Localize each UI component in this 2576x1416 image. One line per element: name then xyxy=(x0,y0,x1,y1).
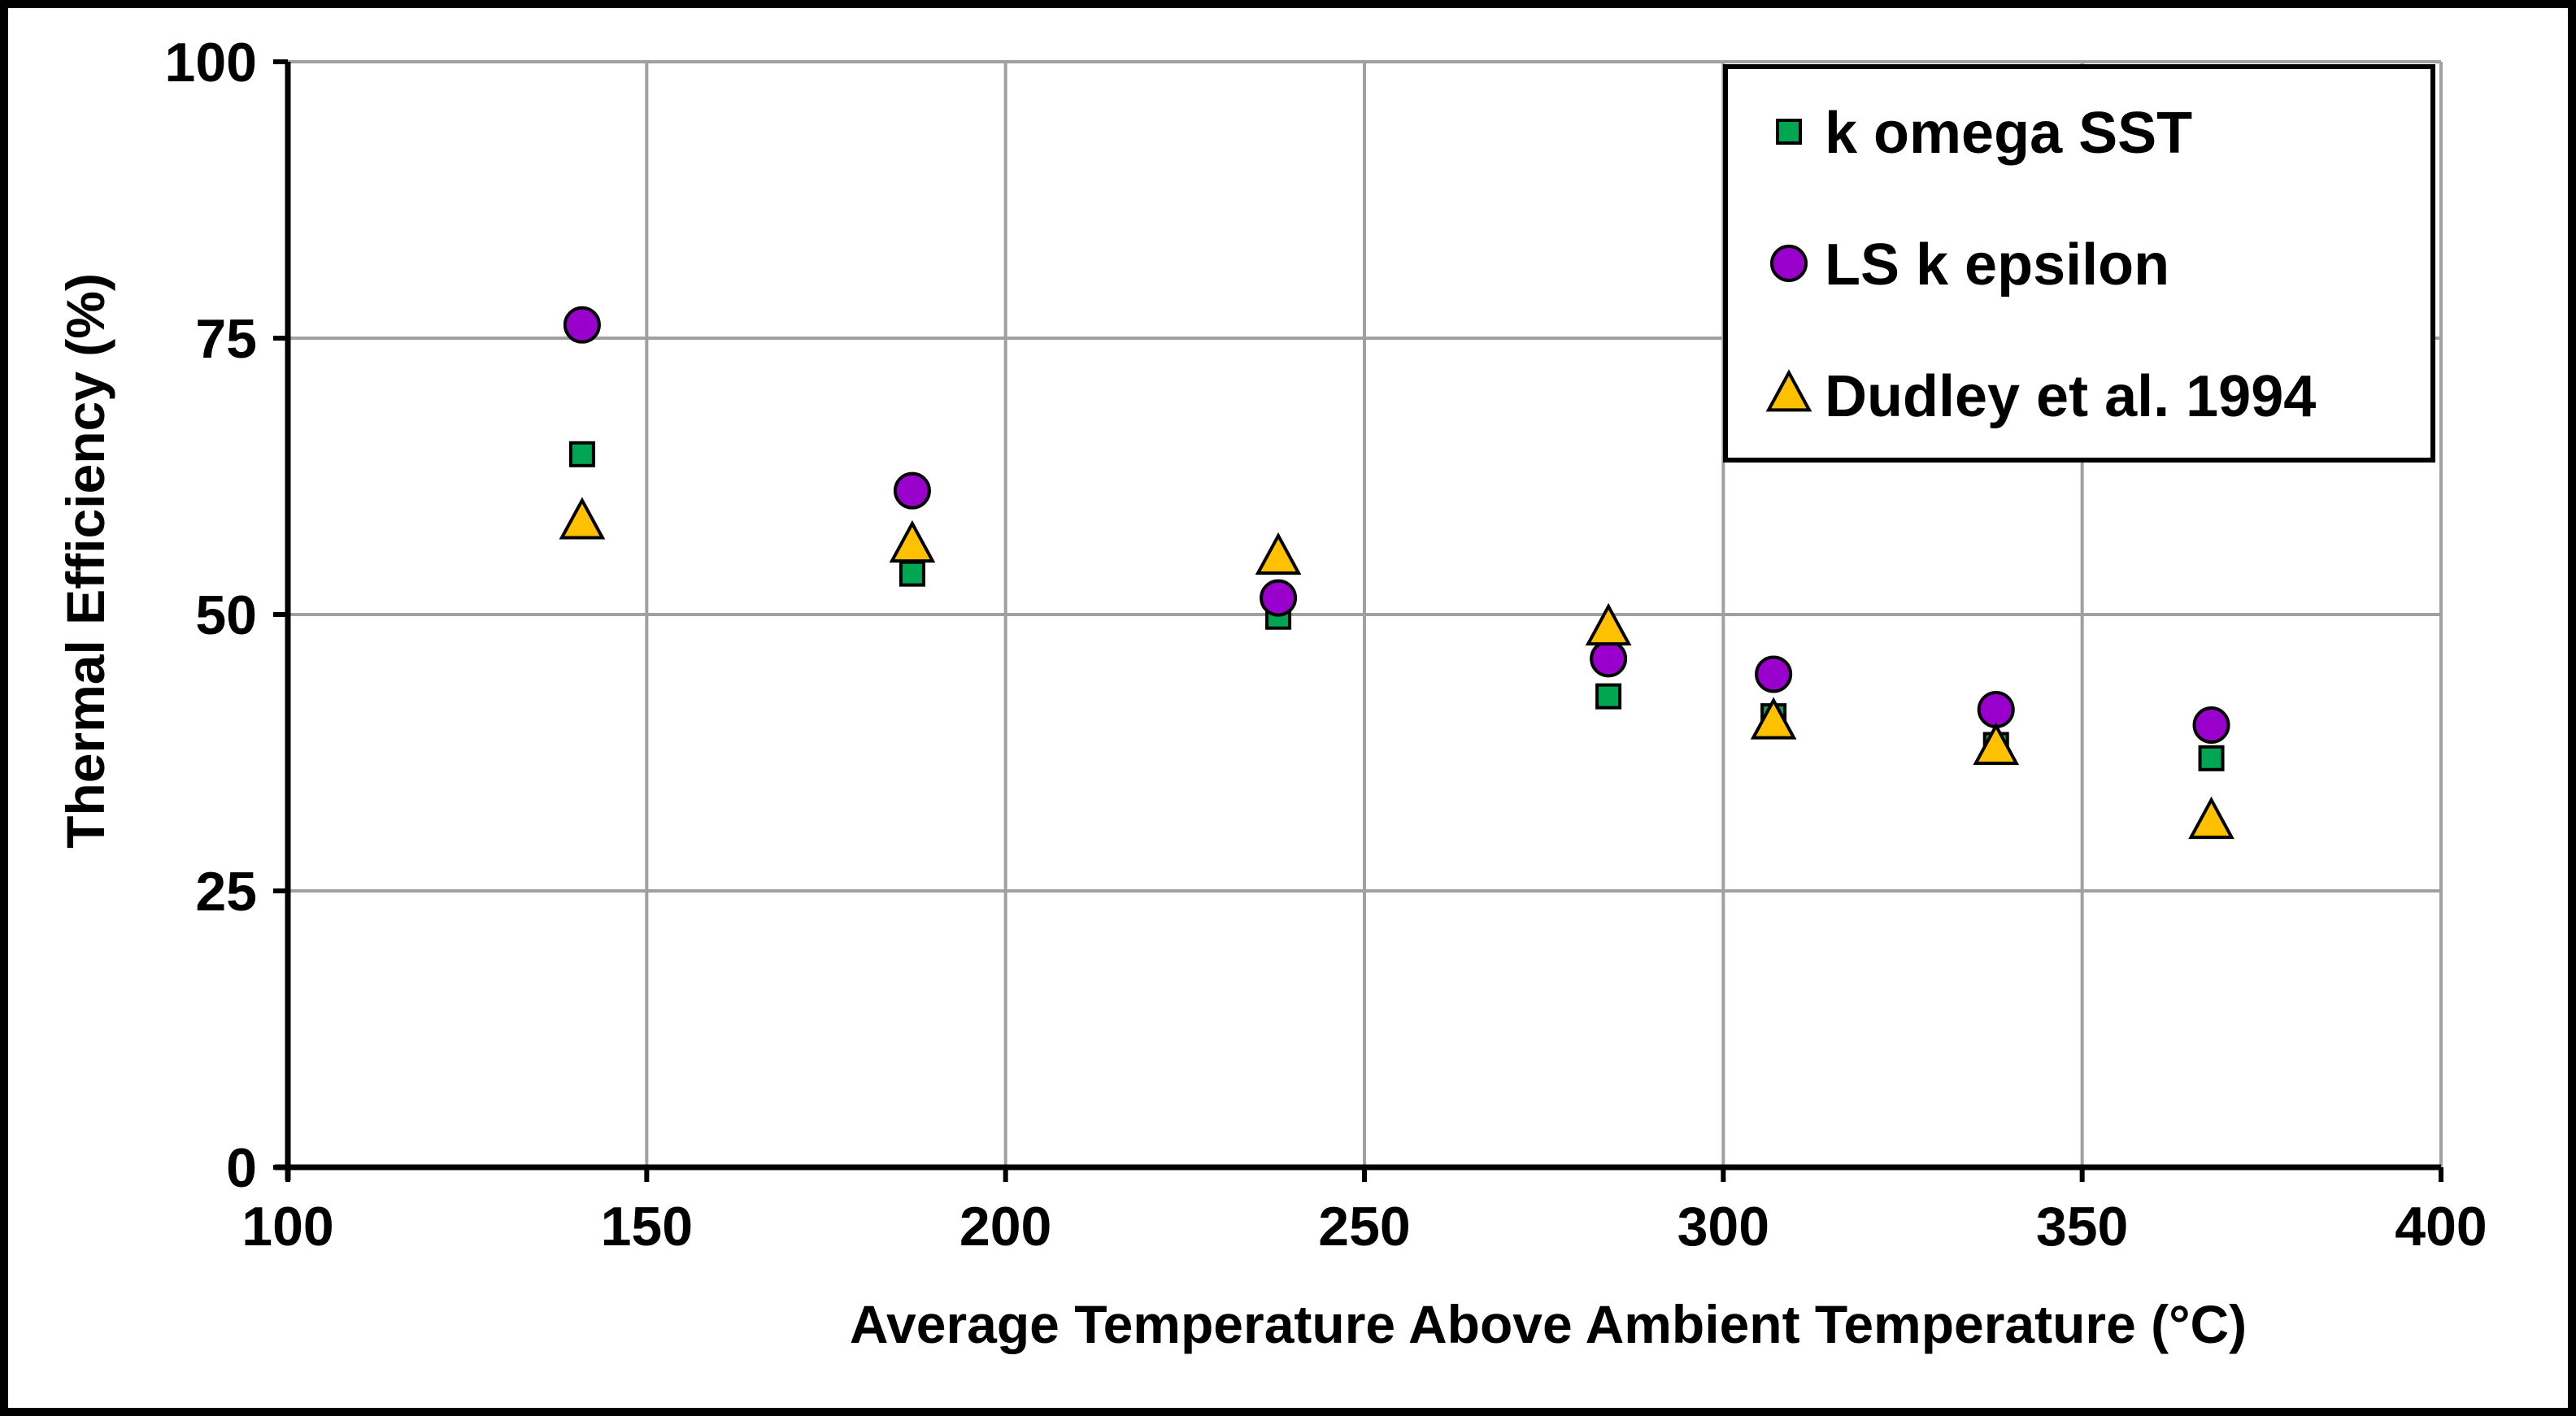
circle-point xyxy=(1260,579,1298,617)
x-axis-title: Average Temperature Above Ambient Temper… xyxy=(850,1294,2247,1354)
y-tick-label: 0 xyxy=(226,1137,257,1199)
y-tick-label: 25 xyxy=(195,861,257,923)
data-points xyxy=(559,306,2234,840)
legend-item: k omega SST xyxy=(1776,101,2192,166)
triangle-point xyxy=(2188,796,2234,840)
series-circle xyxy=(563,306,2230,744)
triangle-point xyxy=(1973,722,2020,765)
y-tick-label: 50 xyxy=(195,584,257,646)
y-axis-title: Thermal Efficiency (%) xyxy=(55,273,115,849)
legend-box xyxy=(1723,64,2435,463)
legend-triangle-icon xyxy=(1765,369,1812,412)
legend-item: LS k epsilon xyxy=(1770,232,2169,298)
legend-square-icon xyxy=(1776,119,1802,145)
tick-labels: 100 150 200 250 300 350 400 0 25 50 75 100 xyxy=(165,32,2487,1257)
series-triangle xyxy=(559,497,2234,840)
legend-label: LS k epsilon xyxy=(1825,232,2169,298)
triangle-point xyxy=(889,519,936,563)
legend-items: k omega SST LS k epsilon Dudley et al. 199… xyxy=(1765,101,2316,429)
legend-circle-icon xyxy=(1770,245,1808,282)
x-tick-label: 350 xyxy=(2036,1196,2128,1257)
x-tick-label: 200 xyxy=(959,1196,1051,1257)
y-tick-label: 75 xyxy=(195,308,257,370)
circle-point xyxy=(1755,655,1793,693)
x-tick-label: 400 xyxy=(2395,1196,2487,1257)
x-tick-label: 250 xyxy=(1318,1196,1410,1257)
x-tick-label: 300 xyxy=(1677,1196,1769,1257)
triangle-point xyxy=(559,497,606,540)
triangle-point xyxy=(1750,697,1797,740)
legend-label: k omega SST xyxy=(1825,101,2192,166)
y-tick-label: 100 xyxy=(165,32,257,93)
circle-point xyxy=(2192,706,2230,744)
x-tick-label: 100 xyxy=(242,1196,333,1257)
legend: k omega SST LS k epsilon Dudley et al. 199… xyxy=(1723,64,2435,463)
legend-item: Dudley et al. 1994 xyxy=(1765,364,2316,429)
legend-label: Dudley et al. 1994 xyxy=(1825,364,2316,429)
circle-point xyxy=(563,306,601,344)
square-point xyxy=(899,560,925,587)
circle-point xyxy=(893,471,931,510)
square-point xyxy=(568,441,595,467)
triangle-point xyxy=(1255,532,1302,576)
circle-point xyxy=(1590,640,1628,678)
axes xyxy=(273,59,2443,1182)
circle-point xyxy=(1977,690,2015,728)
triangle-point xyxy=(1585,602,1632,646)
x-tick-label: 150 xyxy=(601,1196,693,1257)
square-point xyxy=(1595,683,1622,710)
square-point xyxy=(2198,745,2225,771)
